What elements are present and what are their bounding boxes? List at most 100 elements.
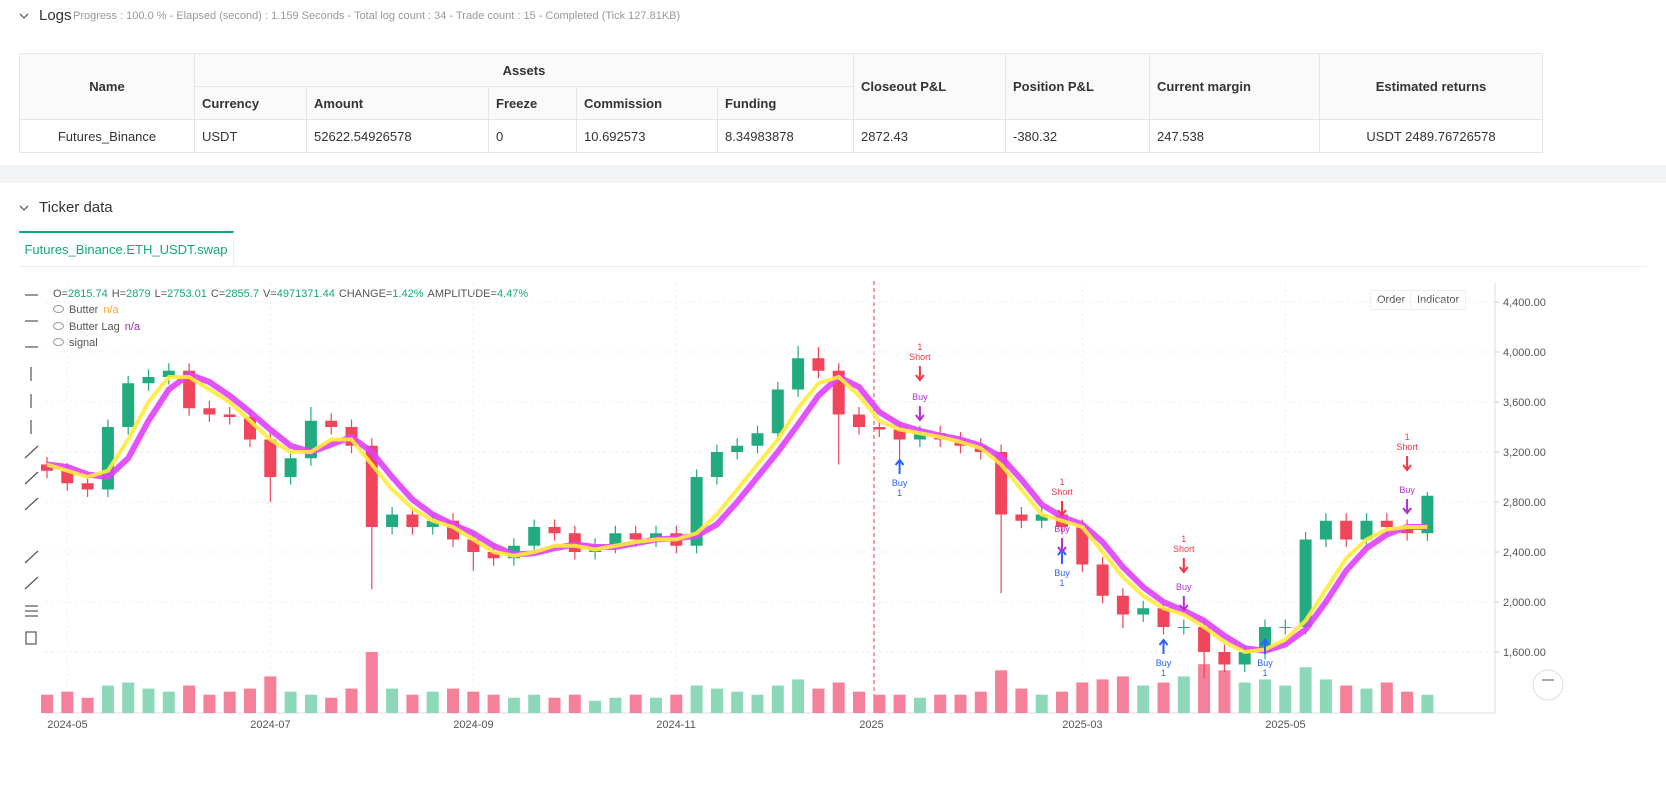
volume-bar xyxy=(467,691,480,713)
candle-body xyxy=(710,452,723,477)
collapse-icon[interactable] xyxy=(18,202,30,214)
indicator-line xyxy=(46,371,1428,654)
signal-label: 1 xyxy=(1059,578,1064,588)
ohlc-label: L= xyxy=(154,288,168,300)
candle-body xyxy=(1299,539,1312,627)
legend: O=2815.74 H=2879 L=2753.01 C=2855.7 V=497137… xyxy=(53,288,532,352)
volume-bar xyxy=(386,688,399,713)
header: Assets xyxy=(194,53,854,87)
candle-body xyxy=(1137,608,1150,615)
signal-label: Buy xyxy=(1054,568,1070,578)
volume-bar xyxy=(954,694,967,713)
volume-bar xyxy=(568,694,581,713)
volume-bar xyxy=(244,688,256,713)
candle-body xyxy=(1035,514,1048,521)
signal-arrow xyxy=(1179,558,1189,574)
cell: Futures_Binance xyxy=(19,119,195,153)
volume-bar xyxy=(995,670,1008,713)
volume-bar xyxy=(1076,682,1089,713)
signal-arrow xyxy=(1179,596,1189,612)
ticker-title: Ticker data xyxy=(39,199,113,216)
scroll-top[interactable] xyxy=(1532,669,1564,701)
volume-bar xyxy=(122,682,135,713)
indicator-name: Butter Lag xyxy=(69,320,120,333)
volume-bar xyxy=(1137,685,1150,713)
candle-body xyxy=(1157,608,1170,627)
signal-label: Short xyxy=(909,352,931,362)
volume-bar xyxy=(832,682,845,713)
signal-label: 1 xyxy=(1059,477,1064,487)
y-tick-label: 4,400.00 xyxy=(1503,297,1546,309)
cell: USDT 2489.76726578 xyxy=(1319,119,1543,153)
candle-body xyxy=(406,514,419,527)
signal-label: Short xyxy=(1051,487,1073,497)
indicator-value: n/a xyxy=(124,320,141,333)
ohlc-label: CHANGE= xyxy=(338,288,393,300)
y-tick-label: 3,600.00 xyxy=(1503,397,1546,409)
volume-bar xyxy=(183,685,196,713)
signal-arrow xyxy=(894,458,905,474)
candle-body xyxy=(853,414,865,427)
signal-arrow xyxy=(915,366,925,382)
volume-bar xyxy=(1238,682,1251,713)
cell: -380.32 xyxy=(1005,119,1150,153)
candle-body xyxy=(1218,652,1231,665)
candle-body xyxy=(203,408,216,415)
volume-bar xyxy=(650,697,662,713)
signal-label: Buy xyxy=(1399,485,1415,495)
candle-body xyxy=(1319,520,1332,540)
candle-body xyxy=(812,358,825,371)
signal-arrow xyxy=(1057,538,1067,554)
tab-rule xyxy=(19,266,1647,267)
candle-body xyxy=(284,458,297,477)
volume-bar xyxy=(447,688,459,713)
signal-label: Buy xyxy=(892,478,908,488)
ohlc-label: O= xyxy=(53,288,68,300)
candle-body xyxy=(325,420,338,427)
signal-arrow xyxy=(915,406,925,422)
candle-body xyxy=(1015,514,1028,521)
candle-body xyxy=(122,383,135,427)
ohlc-value: 1.42% xyxy=(392,288,424,300)
indicator-button[interactable]: Indicator xyxy=(1410,290,1467,310)
x-tick-label: 2025 xyxy=(859,719,883,731)
ohlc-value: 2855.7 xyxy=(225,288,259,300)
volume-bar xyxy=(41,694,53,713)
indicator-legend: signal xyxy=(53,335,532,352)
candle-body xyxy=(1340,520,1353,540)
volume-bar xyxy=(893,694,906,713)
candle-body xyxy=(426,520,439,527)
candle-body xyxy=(873,427,886,430)
logs-title: Logs xyxy=(39,7,72,24)
indicator-legend: Butter n/a xyxy=(53,302,532,319)
ohlc-value: 2879 xyxy=(126,288,151,300)
volume-bar xyxy=(1096,679,1109,713)
candle-body xyxy=(101,427,114,490)
volume-bar xyxy=(1116,676,1129,713)
header: Funding xyxy=(717,86,854,120)
volume-bar xyxy=(751,694,764,713)
y-tick-label: 2,000.00 xyxy=(1503,597,1546,609)
ohlc-value: 2753.01 xyxy=(167,288,207,300)
indicator-name: signal xyxy=(69,337,98,349)
signal-label: Short xyxy=(1396,442,1418,452)
ohlc-value: 2815.74 xyxy=(67,288,108,300)
volume-bar xyxy=(61,691,74,713)
candle-body xyxy=(1096,564,1109,596)
candle-body xyxy=(1380,520,1393,527)
candle-body xyxy=(61,470,74,484)
x-tick-label: 2024-11 xyxy=(656,719,696,731)
collapse-icon[interactable] xyxy=(18,10,30,22)
candle-body xyxy=(1279,627,1292,628)
volume-bar xyxy=(1360,688,1373,713)
candle-body xyxy=(1076,527,1089,565)
ohlc-value: 4.47% xyxy=(496,288,529,300)
volume-bar xyxy=(1259,679,1271,713)
candle-body xyxy=(792,358,805,390)
volume-bar xyxy=(1218,670,1231,713)
volume-bar xyxy=(853,691,865,713)
volume-bar xyxy=(304,694,317,713)
tab[interactable]: Futures_Binance.ETH_USDT.swap xyxy=(19,231,234,267)
volume-bar xyxy=(487,694,500,713)
